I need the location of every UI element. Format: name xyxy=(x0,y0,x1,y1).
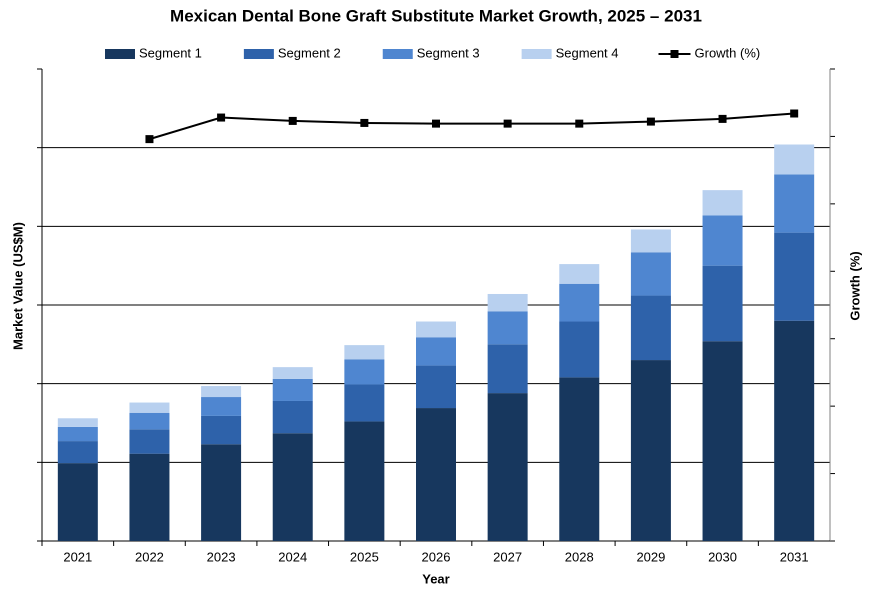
bar-segment xyxy=(416,337,456,366)
bar-segment xyxy=(487,344,528,394)
bar-segment xyxy=(487,293,528,312)
growth-marker xyxy=(503,119,512,128)
bar-segment xyxy=(272,400,313,434)
x-tick-label: 2022 xyxy=(135,549,164,564)
bar-segment xyxy=(559,377,600,541)
legend-swatch xyxy=(382,49,413,59)
bar-segment xyxy=(702,190,743,216)
legend-marker xyxy=(670,50,679,58)
growth-marker xyxy=(217,113,226,122)
bar-segment xyxy=(487,311,528,345)
growth-marker xyxy=(575,119,584,128)
bar-segment xyxy=(702,341,743,541)
bar-segment xyxy=(344,345,385,360)
x-tick-label: 2024 xyxy=(278,549,307,564)
bar-segment xyxy=(129,429,170,454)
bar-segment xyxy=(630,229,671,253)
x-tick-label: 2023 xyxy=(207,549,236,564)
legend-label: Growth (%) xyxy=(695,45,761,60)
bar-segment xyxy=(57,426,98,442)
bar-segment xyxy=(201,415,242,445)
growth-marker xyxy=(288,116,297,125)
x-tick-label: 2026 xyxy=(422,549,451,564)
bar-segment xyxy=(272,367,313,379)
growth-line xyxy=(149,112,795,141)
bar-segment xyxy=(702,215,743,266)
legend-swatch xyxy=(243,49,274,59)
growth-marker xyxy=(790,109,799,118)
legend-label: Segment 3 xyxy=(417,45,480,60)
bar-segment xyxy=(272,378,313,401)
growth-marker xyxy=(646,117,655,126)
bar-segment xyxy=(416,365,456,409)
bar-segment xyxy=(416,321,456,338)
bar-segment xyxy=(487,393,528,541)
bar-segment xyxy=(272,433,313,541)
y-axis-title: Market Value (US$M) xyxy=(10,222,25,350)
growth-marker xyxy=(145,135,154,144)
bar-segment xyxy=(344,359,385,385)
bar-segment xyxy=(57,441,98,464)
x-tick-label: 2030 xyxy=(708,549,737,564)
bar-segment xyxy=(129,412,170,430)
legend-label: Segment 1 xyxy=(139,45,202,60)
bar-segment xyxy=(201,397,242,416)
bar-segment xyxy=(774,232,815,321)
legend-swatch xyxy=(521,49,552,59)
chart-title: Mexican Dental Bone Graft Substitute Mar… xyxy=(170,6,702,25)
x-tick-label: 2027 xyxy=(493,549,522,564)
growth-marker xyxy=(360,118,369,127)
bar-segment xyxy=(630,295,671,361)
bar-segment xyxy=(201,444,242,541)
bar-segment xyxy=(774,144,815,175)
x-tick-label: 2031 xyxy=(780,549,809,564)
legend-label: Segment 2 xyxy=(278,45,341,60)
bar-segment xyxy=(774,320,815,541)
x-tick-label: 2025 xyxy=(350,549,379,564)
bar-segment xyxy=(630,252,671,296)
x-tick-label: 2029 xyxy=(636,549,665,564)
bar-segment xyxy=(57,418,98,427)
bar-segment xyxy=(774,174,815,233)
x-tick-label: 2028 xyxy=(565,549,594,564)
x-tick-label: 2021 xyxy=(63,549,92,564)
bar-segment xyxy=(344,421,385,541)
bar-segment xyxy=(416,408,456,541)
bar-segment xyxy=(129,402,170,413)
bar-segment xyxy=(57,463,98,541)
bar-segment xyxy=(559,321,600,378)
y2-axis-title: Growth (%) xyxy=(847,251,862,320)
legend-swatch xyxy=(105,49,135,59)
x-axis-title: Year xyxy=(422,571,449,586)
bar-segment xyxy=(630,360,671,541)
growth-marker xyxy=(718,114,727,123)
bar-segment xyxy=(702,265,743,342)
bar-segment xyxy=(201,386,242,398)
bar-segment xyxy=(129,453,170,541)
bar-segment xyxy=(559,264,600,284)
bar-segment xyxy=(344,384,385,422)
bar-segment xyxy=(559,283,600,322)
legend-label: Segment 4 xyxy=(556,45,619,60)
growth-marker xyxy=(432,119,440,128)
